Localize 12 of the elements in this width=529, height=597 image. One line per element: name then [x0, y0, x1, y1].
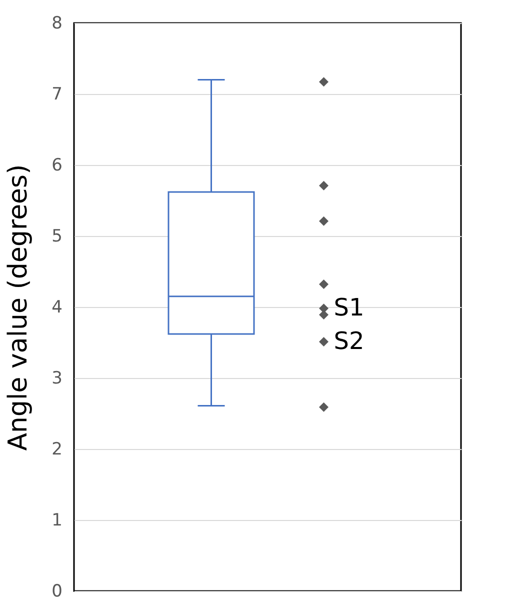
data-label: S1	[334, 293, 364, 322]
y-tick-label: 4	[52, 298, 62, 318]
y-tick-label: 5	[52, 226, 62, 246]
y-tick-label: 0	[52, 582, 62, 597]
data-label: S2	[334, 326, 364, 355]
y-tick-label: 6	[52, 156, 62, 176]
y-tick-label: 7	[52, 84, 62, 104]
y-tick-label: 2	[52, 440, 62, 460]
y-tick-label: 8	[52, 14, 62, 34]
y-tick-label: 3	[52, 368, 62, 388]
y-tick-label: 1	[52, 510, 62, 530]
y-axis-title: Angle value (degrees)	[4, 164, 34, 451]
